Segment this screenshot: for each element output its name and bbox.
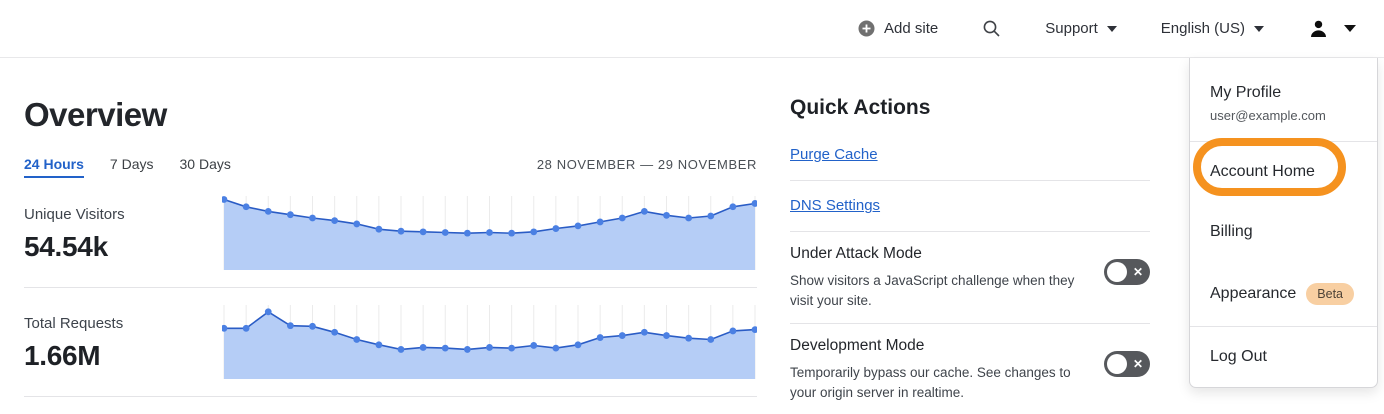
metric-label: Unique Visitors bbox=[24, 206, 125, 223]
quick-actions-title: Quick Actions bbox=[790, 96, 931, 119]
development-mode-text: Development Mode Temporarily bypass our … bbox=[790, 337, 1104, 402]
quick-actions-panel: Quick Actions Purge Cache DNS Settings U… bbox=[790, 58, 1150, 414]
support-label: Support bbox=[1045, 20, 1098, 37]
my-profile-menu-item[interactable]: My Profile user@example.com bbox=[1190, 58, 1377, 141]
purge-cache-link[interactable]: Purge Cache bbox=[790, 146, 878, 163]
metric-label: Total Requests bbox=[24, 315, 124, 332]
under-attack-mode-row: Under Attack Mode Show visitors a JavaSc… bbox=[790, 232, 1150, 325]
tab-30-days[interactable]: 30 Days bbox=[179, 156, 231, 172]
development-mode-title: Development Mode bbox=[790, 337, 925, 355]
add-site-button[interactable]: Add site bbox=[858, 20, 938, 37]
under-attack-mode-toggle[interactable]: ✕ bbox=[1104, 259, 1150, 285]
divider bbox=[24, 396, 757, 397]
language-menu[interactable]: English (US) bbox=[1161, 20, 1264, 37]
development-mode-row: Development Mode Temporarily bypass our … bbox=[790, 324, 1150, 414]
total-requests-info: Total Requests 1.66M bbox=[24, 305, 222, 372]
account-home-label: Account Home bbox=[1210, 163, 1315, 180]
purge-cache-row: Purge Cache bbox=[790, 130, 1150, 181]
under-attack-mode-text: Under Attack Mode Show visitors a JavaSc… bbox=[790, 245, 1104, 310]
plus-circle-icon bbox=[858, 20, 875, 37]
chevron-down-icon bbox=[1344, 25, 1356, 32]
total-requests-row: Total Requests 1.66M bbox=[24, 305, 757, 379]
user-icon bbox=[1308, 19, 1329, 39]
top-navigation-bar: Add site Support English (US) bbox=[0, 0, 1384, 58]
add-site-label: Add site bbox=[884, 20, 939, 37]
chevron-down-icon bbox=[1254, 25, 1264, 32]
beta-badge: Beta bbox=[1306, 283, 1355, 305]
divider bbox=[24, 287, 757, 288]
language-label: English (US) bbox=[1160, 20, 1245, 37]
toggle-knob bbox=[1107, 262, 1127, 282]
log-out-label: Log Out bbox=[1210, 348, 1267, 365]
toggle-knob bbox=[1107, 354, 1127, 375]
unique-visitors-chart bbox=[222, 196, 757, 270]
metric-value: 54.54k bbox=[24, 231, 108, 262]
menu-item-appearance[interactable]: Appearance Beta bbox=[1190, 262, 1377, 326]
x-icon: ✕ bbox=[1132, 357, 1143, 372]
metric-value: 1.66M bbox=[24, 340, 101, 371]
under-attack-mode-title: Under Attack Mode bbox=[790, 245, 922, 262]
menu-item-log-out[interactable]: Log Out bbox=[1190, 327, 1377, 387]
dns-settings-link[interactable]: DNS Settings bbox=[790, 197, 881, 214]
date-range-label: 28 NOVEMBER — 29 NOVEMBER bbox=[536, 157, 757, 172]
development-mode-description: Temporarily bypass our cache. See change… bbox=[790, 365, 1071, 400]
unique-visitors-row: Unique Visitors 54.54k bbox=[24, 196, 757, 270]
billing-label: Billing bbox=[1210, 223, 1253, 240]
support-menu[interactable]: Support bbox=[1045, 20, 1117, 37]
menu-item-account-home[interactable]: Account Home bbox=[1190, 138, 1377, 202]
dns-settings-row: DNS Settings bbox=[790, 181, 1150, 232]
chevron-down-icon bbox=[1106, 25, 1117, 32]
unique-visitors-info: Unique Visitors 54.54k bbox=[24, 196, 222, 263]
analytics-overview-section: Overview 24 Hours 7 Days 30 Days 28 NOVE… bbox=[24, 58, 757, 397]
under-attack-mode-description: Show visitors a JavaScript challenge whe… bbox=[790, 273, 1075, 308]
user-email: user@example.com bbox=[1210, 108, 1326, 123]
time-range-row: 24 Hours 7 Days 30 Days 28 NOVEMBER — 29… bbox=[24, 156, 757, 178]
appearance-label: Appearance bbox=[1210, 285, 1297, 302]
account-dropdown-menu: My Profile user@example.com Account Home… bbox=[1189, 58, 1378, 388]
time-range-tabs: 24 Hours 7 Days 30 Days bbox=[24, 156, 231, 178]
tab-24-hours[interactable]: 24 Hours bbox=[24, 156, 84, 178]
my-profile-label: My Profile bbox=[1210, 84, 1282, 101]
divider bbox=[1190, 326, 1377, 327]
account-menu-button[interactable] bbox=[1308, 19, 1356, 39]
search-icon bbox=[982, 19, 1001, 38]
x-icon: ✕ bbox=[1132, 265, 1143, 279]
tab-7-days[interactable]: 7 Days bbox=[109, 156, 154, 172]
menu-item-billing[interactable]: Billing bbox=[1190, 202, 1377, 262]
page-title: Overview bbox=[24, 96, 167, 133]
total-requests-chart bbox=[222, 305, 757, 379]
search-button[interactable] bbox=[982, 19, 1001, 38]
development-mode-toggle[interactable]: ✕ bbox=[1104, 351, 1150, 378]
